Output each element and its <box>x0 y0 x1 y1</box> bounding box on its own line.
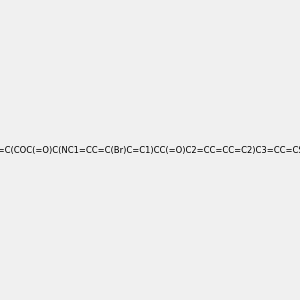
Text: O=C(COC(=O)C(NC1=CC=C(Br)C=C1)CC(=O)C2=CC=CC=C2)C3=CC=CS3: O=C(COC(=O)C(NC1=CC=C(Br)C=C1)CC(=O)C2=C… <box>0 146 300 154</box>
